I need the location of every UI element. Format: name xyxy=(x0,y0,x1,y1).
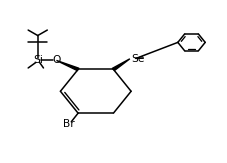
Text: Se: Se xyxy=(130,54,144,64)
Text: Si: Si xyxy=(33,55,42,65)
Polygon shape xyxy=(112,59,129,70)
Polygon shape xyxy=(56,60,79,71)
Text: Br: Br xyxy=(63,119,74,129)
Text: O: O xyxy=(52,55,60,65)
